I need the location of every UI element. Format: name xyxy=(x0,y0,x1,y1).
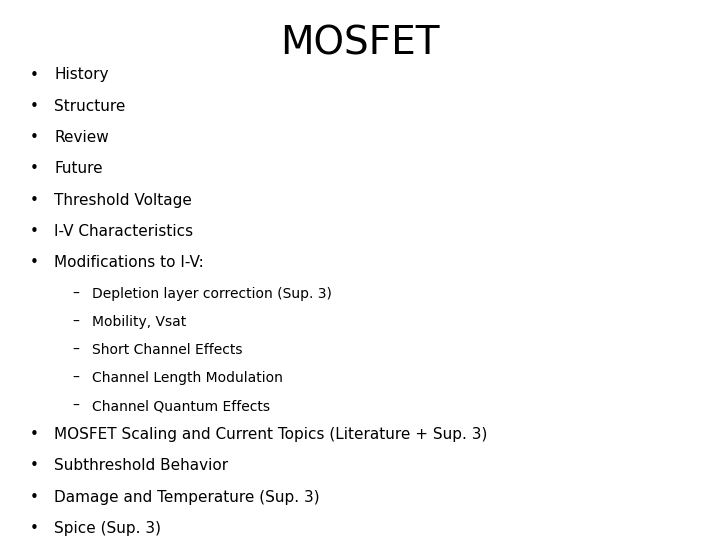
Text: History: History xyxy=(54,68,109,83)
Text: –: – xyxy=(72,343,79,357)
Text: Review: Review xyxy=(54,130,109,145)
Text: MOSFET: MOSFET xyxy=(280,24,440,62)
Text: Threshold Voltage: Threshold Voltage xyxy=(54,193,192,208)
Text: Channel Length Modulation: Channel Length Modulation xyxy=(92,371,283,385)
Text: •: • xyxy=(30,130,39,145)
Text: •: • xyxy=(30,68,39,83)
Text: I-V Characteristics: I-V Characteristics xyxy=(54,224,193,239)
Text: •: • xyxy=(30,161,39,177)
Text: Future: Future xyxy=(54,161,103,177)
Text: Modifications to I-V:: Modifications to I-V: xyxy=(54,255,204,271)
Text: –: – xyxy=(72,287,79,301)
Text: –: – xyxy=(72,315,79,329)
Text: •: • xyxy=(30,458,39,474)
Text: •: • xyxy=(30,427,39,442)
Text: •: • xyxy=(30,193,39,208)
Text: Structure: Structure xyxy=(54,99,125,114)
Text: Mobility, Vsat: Mobility, Vsat xyxy=(92,315,186,329)
Text: •: • xyxy=(30,490,39,505)
Text: •: • xyxy=(30,224,39,239)
Text: Short Channel Effects: Short Channel Effects xyxy=(92,343,243,357)
Text: Depletion layer correction (Sup. 3): Depletion layer correction (Sup. 3) xyxy=(92,287,332,301)
Text: •: • xyxy=(30,99,39,114)
Text: Damage and Temperature (Sup. 3): Damage and Temperature (Sup. 3) xyxy=(54,490,320,505)
Text: •: • xyxy=(30,521,39,536)
Text: MOSFET Scaling and Current Topics (Literature + Sup. 3): MOSFET Scaling and Current Topics (Liter… xyxy=(54,427,487,442)
Text: •: • xyxy=(30,255,39,271)
Text: Subthreshold Behavior: Subthreshold Behavior xyxy=(54,458,228,474)
Text: Spice (Sup. 3): Spice (Sup. 3) xyxy=(54,521,161,536)
Text: Channel Quantum Effects: Channel Quantum Effects xyxy=(92,399,270,413)
Text: –: – xyxy=(72,371,79,385)
Text: –: – xyxy=(72,399,79,413)
